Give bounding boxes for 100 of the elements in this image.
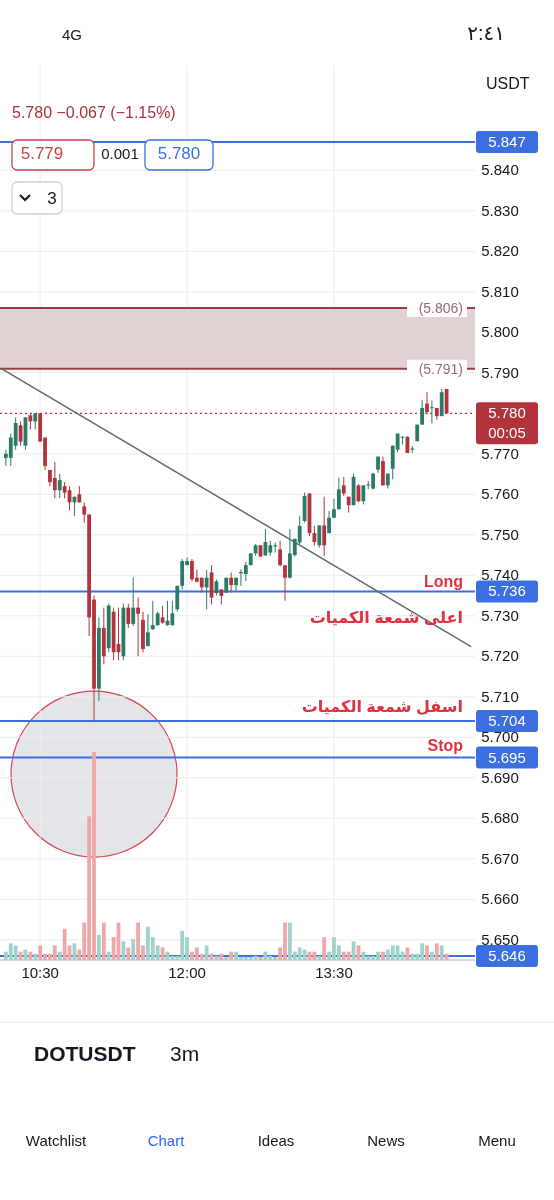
annotation: 5.779: [20, 144, 64, 163]
text: ٢:٤١: [467, 22, 505, 44]
annotation: اسفل شمعة الكميات: [301, 698, 463, 715]
bar: [52, 945, 57, 960]
bar: [101, 922, 106, 960]
bar: [430, 951, 434, 960]
text: 3m: [170, 1042, 200, 1065]
y-tick-label: 5.670: [481, 849, 519, 867]
text: News: [367, 1132, 405, 1149]
bar: [322, 937, 327, 960]
y-tick-label: 5.720: [481, 647, 519, 665]
annotation: 5.780 −0.067 (−1.15%): [12, 104, 176, 121]
x-tick-label: 10:30: [21, 964, 59, 981]
y-tick-label: 5.840: [481, 161, 519, 179]
text: Watchlist: [25, 1132, 87, 1149]
annotation: اعلى شمعة الكميات: [309, 609, 463, 626]
bar: [219, 953, 224, 960]
y-tick-label: 5.790: [481, 363, 519, 381]
y-tick-label: 5.820: [481, 242, 519, 260]
candlestick: [312, 525, 317, 547]
y-tick-label: 5.760: [481, 485, 519, 503]
ref-line-label: 5.780 00:05: [488, 404, 526, 442]
bar: [126, 947, 131, 960]
y-tick-label: 5.770: [481, 444, 519, 462]
candlestick: [150, 600, 155, 631]
bar: [425, 945, 429, 960]
candlestick: [439, 388, 444, 417]
annotation: Stop: [427, 737, 464, 754]
bar: [439, 945, 444, 960]
candlestick: [160, 605, 165, 625]
annotation: 0.001: [101, 145, 139, 162]
annotation: 5.780: [157, 144, 201, 163]
y-tick-label: 5.680: [481, 809, 519, 827]
bar: [395, 945, 400, 960]
candlestick: [278, 540, 282, 567]
y-tick-label: 5.740: [481, 566, 519, 584]
candlestick: [82, 501, 87, 524]
candlestick: [336, 477, 341, 510]
y-tick-label: 5.800: [481, 323, 519, 341]
bar: [361, 951, 366, 960]
candlestick: [229, 571, 234, 594]
x-tick-label: 13:30: [315, 964, 353, 981]
ref-line-label: 5.704: [488, 712, 526, 730]
annotation: 3: [47, 189, 57, 208]
bar: [381, 951, 385, 960]
bar: [106, 951, 111, 960]
annotation: Long: [423, 573, 463, 590]
bar: [28, 951, 33, 960]
y-tick-label: 5.750: [481, 525, 519, 543]
text: 4G: [62, 26, 83, 43]
bar: [170, 955, 175, 960]
candlestick: [126, 603, 131, 629]
candlestick: [145, 613, 150, 647]
bar: [33, 953, 38, 960]
bar: [13, 945, 18, 960]
text: Ideas: [257, 1132, 295, 1149]
bar: [224, 956, 229, 960]
bar: [57, 951, 62, 960]
bar: [434, 943, 439, 960]
candlestick: [341, 476, 346, 497]
candlestick: [420, 399, 425, 426]
candlestick: [52, 461, 57, 499]
candlestick: [283, 564, 287, 602]
text: USDT: [486, 75, 530, 92]
candlestick: [136, 597, 140, 657]
y-tick-label: 5.690: [481, 768, 519, 786]
bar: [38, 945, 43, 960]
candlestick: [131, 576, 136, 627]
bar: [131, 939, 136, 960]
y-tick-label: 5.700: [481, 728, 519, 746]
x-tick-label: 12:00: [168, 964, 206, 981]
y-tick-label: 5.810: [481, 282, 519, 300]
candlestick: [234, 577, 238, 592]
candlestick: [322, 496, 327, 557]
candlestick: [170, 600, 175, 627]
bar: [312, 951, 317, 960]
y-tick-label: 5.660: [481, 890, 519, 908]
bar: [204, 945, 209, 960]
y-tick-label: 5.830: [481, 201, 519, 219]
bar: [97, 935, 101, 960]
candlestick: [243, 561, 248, 582]
bar: [317, 955, 322, 960]
y-tick-label: 5.710: [481, 687, 519, 705]
bar: [62, 928, 67, 960]
ref-line-label: (5.806): [418, 299, 463, 316]
ref-line-label: 5.736: [488, 582, 526, 600]
text: Chart: [147, 1132, 186, 1149]
bar: [410, 953, 415, 960]
ref-line-label: 5.646: [488, 946, 526, 964]
bar: [297, 947, 302, 960]
text: DOTUSDT: [34, 1042, 136, 1065]
candlestick: [430, 399, 434, 424]
bar: [229, 951, 234, 960]
candlestick: [57, 473, 62, 499]
candlestick: [332, 498, 336, 519]
ref-line-label: 5.695: [488, 748, 526, 766]
y-tick-label: 5.650: [481, 930, 519, 948]
ref-line-label: 5.847: [488, 132, 526, 150]
y-tick-label: 5.730: [481, 606, 519, 624]
bar: [253, 955, 258, 960]
